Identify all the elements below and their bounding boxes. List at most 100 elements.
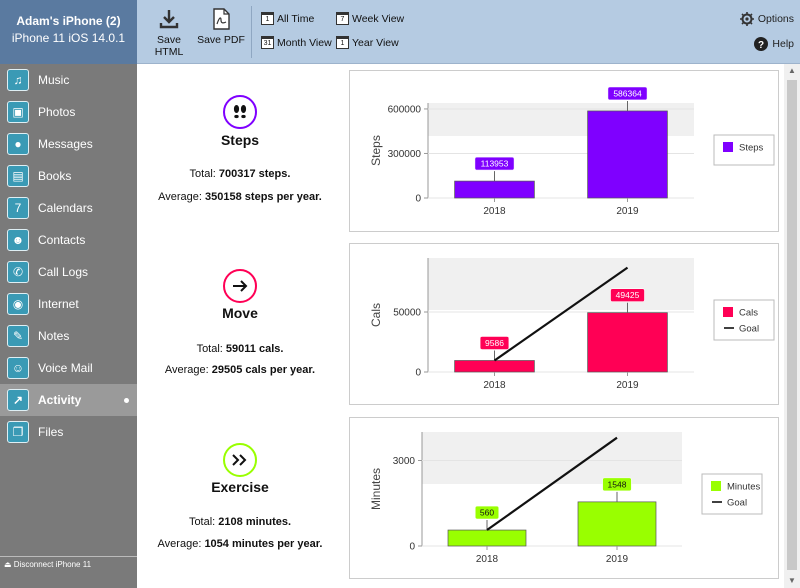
internet-icon: ◉ [7, 293, 29, 315]
legend [713, 299, 775, 341]
sidebar-item-label: Contacts [38, 233, 86, 247]
bar [587, 312, 668, 373]
x-tick-label: 2018 [483, 206, 506, 217]
steps-icon [223, 95, 257, 129]
files-icon: ❐ [7, 421, 29, 443]
move-icon [223, 269, 257, 303]
steps-total-value: 700317 steps. [218, 168, 291, 180]
y-axis-label: Minutes [369, 468, 383, 510]
steps-average-prefix: Average: [158, 191, 206, 203]
week-view-label: Week View [352, 12, 405, 25]
data-label: 9586 [485, 338, 504, 348]
eject-icon: ⏏ [4, 560, 14, 569]
steps-title: Steps [220, 132, 260, 148]
disconnect-button[interactable]: ⏏ Disconnect iPhone 11 [0, 556, 137, 570]
sidebar-item-activity[interactable]: ↗ Activity [0, 384, 137, 416]
notes-icon: ✎ [7, 325, 29, 347]
x-tick-label: 2018 [476, 554, 499, 565]
calendars-icon: 7 [7, 197, 29, 219]
exercise-average-value: 1054 minutes per year. [204, 538, 323, 550]
legend [701, 473, 763, 515]
device-subtitle: iPhone 11 iOS 14.0.1 [11, 31, 126, 45]
sidebar-item-photos[interactable]: ▣ Photos [0, 96, 137, 128]
sidebar-item-files[interactable]: ❐ Files [0, 416, 137, 448]
move-total: Total: 59011 cals. [140, 343, 340, 355]
legend-label: Goal [739, 324, 759, 335]
exercise-average-prefix: Average: [157, 538, 205, 550]
music-icon: ♫ [7, 69, 29, 91]
move-title: Move [222, 305, 258, 321]
bar [577, 501, 657, 547]
disconnect-label: Disconnect iPhone 11 [13, 560, 92, 569]
y-tick-label: 0 [415, 368, 421, 379]
sidebar-item-music[interactable]: ♫ Music [0, 64, 137, 96]
steps-total-prefix: Total: [189, 168, 219, 180]
week-view-button[interactable]: 7 Week View [336, 12, 404, 25]
y-tick-label: 0 [409, 542, 415, 553]
scroll-down-icon[interactable]: ▼ [788, 576, 796, 585]
help-button[interactable]: ? Help [754, 37, 794, 51]
sidebar-item-label: Internet [38, 297, 79, 311]
options-button[interactable]: Options [739, 12, 794, 26]
year-view-button[interactable]: 1 Year View [336, 36, 399, 49]
data-label-box [479, 336, 510, 350]
x-tick-label: 2019 [616, 380, 639, 391]
sidebar-item-label: Books [38, 169, 72, 183]
scroll-thumb[interactable] [787, 80, 797, 570]
steps-average-value: 350158 steps per year. [205, 191, 322, 203]
data-label-box [607, 86, 648, 101]
all-time-label: All Time [277, 12, 315, 25]
calendar-icon: 1 [261, 12, 274, 25]
steps-chart: 0 300000 600000 Steps 113953 2018 586364 2019 St… [349, 70, 779, 232]
bar [447, 529, 527, 547]
exercise-chart-svg: 0 3000 Minutes 560 2018 1548 2019 Minutes Goal [369, 432, 763, 565]
data-label-box [602, 477, 632, 492]
sidebar-item-label: Photos [38, 105, 76, 119]
move-average-prefix: Average: [164, 364, 212, 376]
plot-band [422, 432, 682, 484]
sidebar-item-label: Activity [38, 393, 82, 407]
sidebar-item-label: Notes [38, 329, 70, 343]
save-html-label: Save HTML [154, 34, 184, 58]
sidebar-item-calendars[interactable]: 7 Calendars [0, 192, 137, 224]
sidebar-item-voice-mail[interactable]: ☺ Voice Mail [0, 352, 137, 384]
sidebar-item-call-logs[interactable]: ✆ Call Logs [0, 256, 137, 288]
sidebar-item-messages[interactable]: ● Messages [0, 128, 137, 160]
y-tick-label: 50000 [393, 308, 421, 319]
gear-icon [739, 12, 754, 26]
sidebar: ♫ Music ▣ Photos ● Messages ▤ Books 7 Ca… [0, 64, 137, 588]
save-pdf-button[interactable]: Save PDF [197, 8, 245, 46]
sidebar-item-books[interactable]: ▤ Books [0, 160, 137, 192]
activity-icon: ↗ [7, 389, 29, 411]
scroll-up-icon[interactable]: ▲ [788, 66, 796, 75]
move-chart: 0 50000 Cals 9586 2018 49425 2019 Cals Goal [349, 243, 779, 405]
data-label: 49425 [616, 290, 640, 300]
exercise-total-prefix: Total: [188, 516, 219, 528]
all-time-button[interactable]: 1 All Time [261, 12, 314, 25]
download-icon [159, 10, 179, 29]
pdf-icon [213, 8, 230, 30]
sidebar-item-notes[interactable]: ✎ Notes [0, 320, 137, 352]
move-average-value: 29505 cals per year. [211, 364, 316, 376]
sidebar-item-internet[interactable]: ◉ Internet [0, 288, 137, 320]
photos-icon: ▣ [7, 101, 29, 123]
x-tick-label: 2019 [616, 206, 639, 217]
voice-mail-icon: ☺ [7, 357, 29, 379]
month-view-button[interactable]: 31 Month View [261, 36, 332, 49]
sidebar-item-contacts[interactable]: ☻ Contacts [0, 224, 137, 256]
scrollbar[interactable]: ▲ ▼ [784, 64, 800, 588]
data-label: 113953 [481, 159, 509, 169]
year-view-label: Year View [352, 36, 399, 49]
sidebar-item-label: Voice Mail [38, 361, 93, 375]
legend-swatch [723, 307, 733, 317]
svg-text:?: ? [758, 40, 764, 51]
sidebar-item-label: Files [38, 425, 64, 439]
legend-label: Steps [739, 143, 764, 154]
exercise-total: Total: 2108 minutes. [140, 516, 340, 528]
move-total-value: 59011 cals. [225, 343, 284, 355]
legend-swatch [723, 142, 733, 152]
legend-label: Goal [727, 498, 747, 509]
save-html-button[interactable]: Save HTML [143, 8, 195, 58]
toolbar: Save HTML Save PDF 1 All Time 7 Week Vie… [137, 0, 800, 64]
data-label-box [474, 156, 515, 171]
